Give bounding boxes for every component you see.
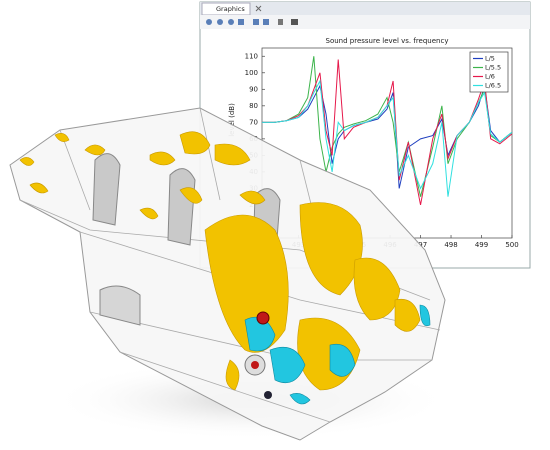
x-tick-label: 498 <box>444 241 457 249</box>
title-bar <box>200 2 530 15</box>
y-tick-label: 100 <box>245 69 258 77</box>
legend-label: L/5 <box>485 55 495 63</box>
x-tick-label: 500 <box>505 241 518 249</box>
y-tick-label: 110 <box>245 52 258 60</box>
close-button[interactable] <box>255 5 262 12</box>
y-axis-label: level (dB) <box>228 103 236 137</box>
toolbar <box>200 15 530 29</box>
car-render <box>9 107 450 441</box>
chart-title: Sound pressure level vs. frequency <box>326 37 449 45</box>
window-title: Graphics <box>216 5 245 13</box>
legend-label: L/5.5 <box>485 64 501 72</box>
y-tick-label: 70 <box>249 118 258 126</box>
legend-label: L/6 <box>485 73 495 81</box>
x-tick-label: 499 <box>475 241 488 249</box>
series-line <box>262 79 512 197</box>
toolbar-icons[interactable] <box>206 19 298 25</box>
legend-label: L/6.5 <box>485 82 501 90</box>
y-tick-label: 80 <box>249 102 258 110</box>
y-tick-label: 90 <box>249 85 258 93</box>
